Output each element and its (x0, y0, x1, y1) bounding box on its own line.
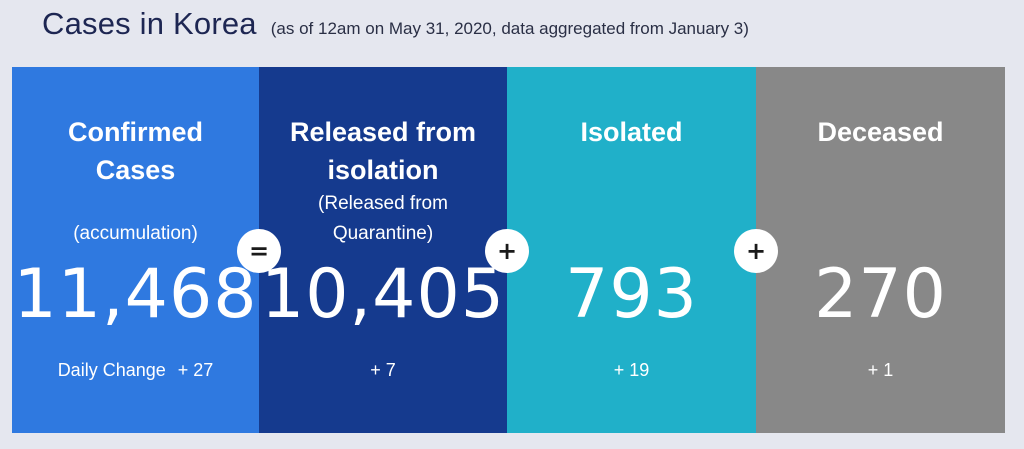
isolated-value: 793 (565, 255, 698, 334)
isolated-panel: Isolated 793 + 19 (507, 67, 756, 433)
confirmed-cases-panel: Confirmed Cases (accumulation) 11,468 Da… (12, 67, 259, 433)
deceased-label: Deceased (817, 117, 944, 147)
page-title: Cases in Korea (42, 6, 257, 41)
released-label-line2: isolation (327, 155, 439, 185)
released-value: 10,405 (261, 255, 505, 334)
released-sublabel-line2: Quarantine) (332, 223, 434, 244)
isolated-change: + 19 (613, 360, 650, 380)
equals-icon: = (237, 229, 281, 273)
deceased-change: + 1 (867, 360, 894, 380)
confirmed-label-line2: Cases (95, 155, 176, 185)
released-panel: Released from isolation (Released from Q… (259, 67, 507, 433)
confirmed-cases-change: Daily Change + 27 (12, 355, 259, 385)
header: Cases in Korea (as of 12am on May 31, 20… (42, 6, 749, 50)
deceased-value: 270 (814, 255, 947, 334)
released-label: Released from isolation (259, 113, 507, 189)
page-subtitle: (as of 12am on May 31, 2020, data aggreg… (270, 19, 749, 38)
daily-change-label: Daily Change (57, 360, 166, 380)
released-sublabel: (Released from Quarantine) (259, 189, 507, 249)
released-change: + 7 (370, 360, 396, 380)
confirmed-change-value: + 27 (177, 360, 214, 380)
isolated-label: Isolated (580, 117, 683, 147)
deceased-panel: Deceased 270 + 1 (756, 67, 1005, 433)
confirmed-cases-label: Confirmed Cases (12, 113, 259, 189)
plus-icon: + (734, 229, 778, 273)
released-label-line1: Released from (289, 117, 477, 147)
confirmed-cases-value: 11,468 (13, 255, 258, 334)
stats-panels: Confirmed Cases (accumulation) 11,468 Da… (12, 67, 1005, 433)
confirmed-label-line1: Confirmed (68, 117, 203, 147)
confirmed-cases-sublabel: (accumulation) (73, 223, 198, 244)
plus-icon: + (485, 229, 529, 273)
released-sublabel-line1: (Released from (318, 193, 448, 214)
